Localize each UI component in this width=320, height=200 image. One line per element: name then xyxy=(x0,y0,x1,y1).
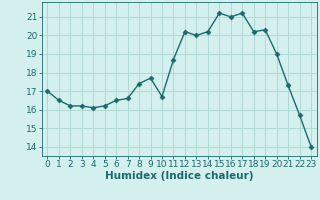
X-axis label: Humidex (Indice chaleur): Humidex (Indice chaleur) xyxy=(105,171,253,181)
